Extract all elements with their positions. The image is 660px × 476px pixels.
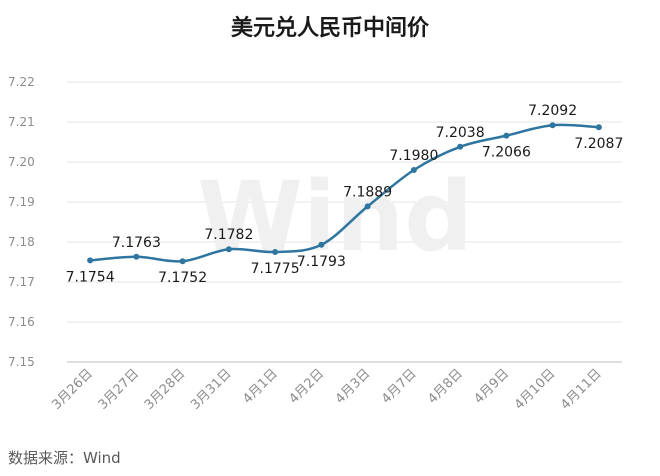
data-label: 7.1752	[158, 270, 207, 286]
data-label: 7.1754	[66, 269, 115, 285]
data-point	[364, 203, 371, 210]
data-label: 7.2066	[482, 145, 531, 161]
data-label: 7.2087	[574, 136, 623, 152]
data-label: 7.1889	[343, 184, 392, 200]
data-label: 7.1980	[389, 148, 438, 164]
data-point	[272, 249, 279, 255]
y-tick-label: 7.19	[8, 195, 35, 209]
x-tick-label: 3月26日	[49, 366, 96, 413]
x-tick-label: 4月2日	[287, 366, 328, 407]
x-tick-label: 4月7日	[379, 366, 420, 407]
x-tick-label: 3月28日	[142, 366, 189, 413]
x-tick-label: 4月8日	[425, 366, 466, 407]
data-point	[457, 143, 464, 150]
gridlines	[67, 81, 622, 363]
y-tick-label: 7.18	[8, 235, 35, 249]
data-label: 7.1782	[204, 227, 253, 243]
data-point	[133, 253, 140, 260]
x-tick-label: 4月9日	[472, 366, 513, 407]
x-tick-label: 4月10日	[512, 366, 559, 413]
source-note: 数据来源：Wind	[8, 449, 121, 467]
chart-title: 美元兑人民币中间价	[230, 16, 429, 41]
data-point	[503, 132, 510, 139]
data-label: 7.1793	[297, 254, 346, 270]
y-tick-label: 7.16	[8, 315, 35, 329]
data-label: 7.2092	[528, 103, 577, 119]
y-tick-label: 7.17	[8, 275, 35, 289]
data-label: 7.1775	[251, 261, 300, 277]
x-tick-label: 3月31日	[188, 366, 235, 413]
x-tick-label: 4月11日	[558, 366, 605, 413]
x-tick-label: 4月3日	[333, 366, 374, 407]
x-axis: 3月26日 3月27日 3月28日 3月31日 4月1日 4月2日 4月3日 4月7日 4月8日…	[49, 366, 604, 413]
watermark-logo: Wind	[197, 161, 473, 273]
x-tick-label: 3月27日	[96, 366, 143, 413]
data-point	[549, 122, 556, 129]
y-tick-label: 7.20	[8, 155, 35, 169]
data-series	[87, 122, 602, 265]
y-tick-label: 7.21	[8, 115, 35, 129]
data-point	[318, 241, 325, 248]
series-line	[90, 123, 599, 263]
y-tick-label: 7.15	[8, 355, 35, 369]
data-point	[595, 124, 602, 131]
y-tick-label: 7.22	[8, 75, 35, 89]
data-point	[410, 167, 417, 173]
y-axis: 7.15 7.16 7.17 7.18 7.19 7.20 7.21 7.22	[8, 75, 35, 369]
data-point	[179, 258, 186, 265]
data-point	[225, 246, 232, 253]
x-tick-label: 4月1日	[240, 366, 281, 407]
data-label: 7.2038	[436, 125, 485, 141]
data-point	[87, 257, 94, 264]
data-label: 7.1763	[112, 235, 161, 251]
